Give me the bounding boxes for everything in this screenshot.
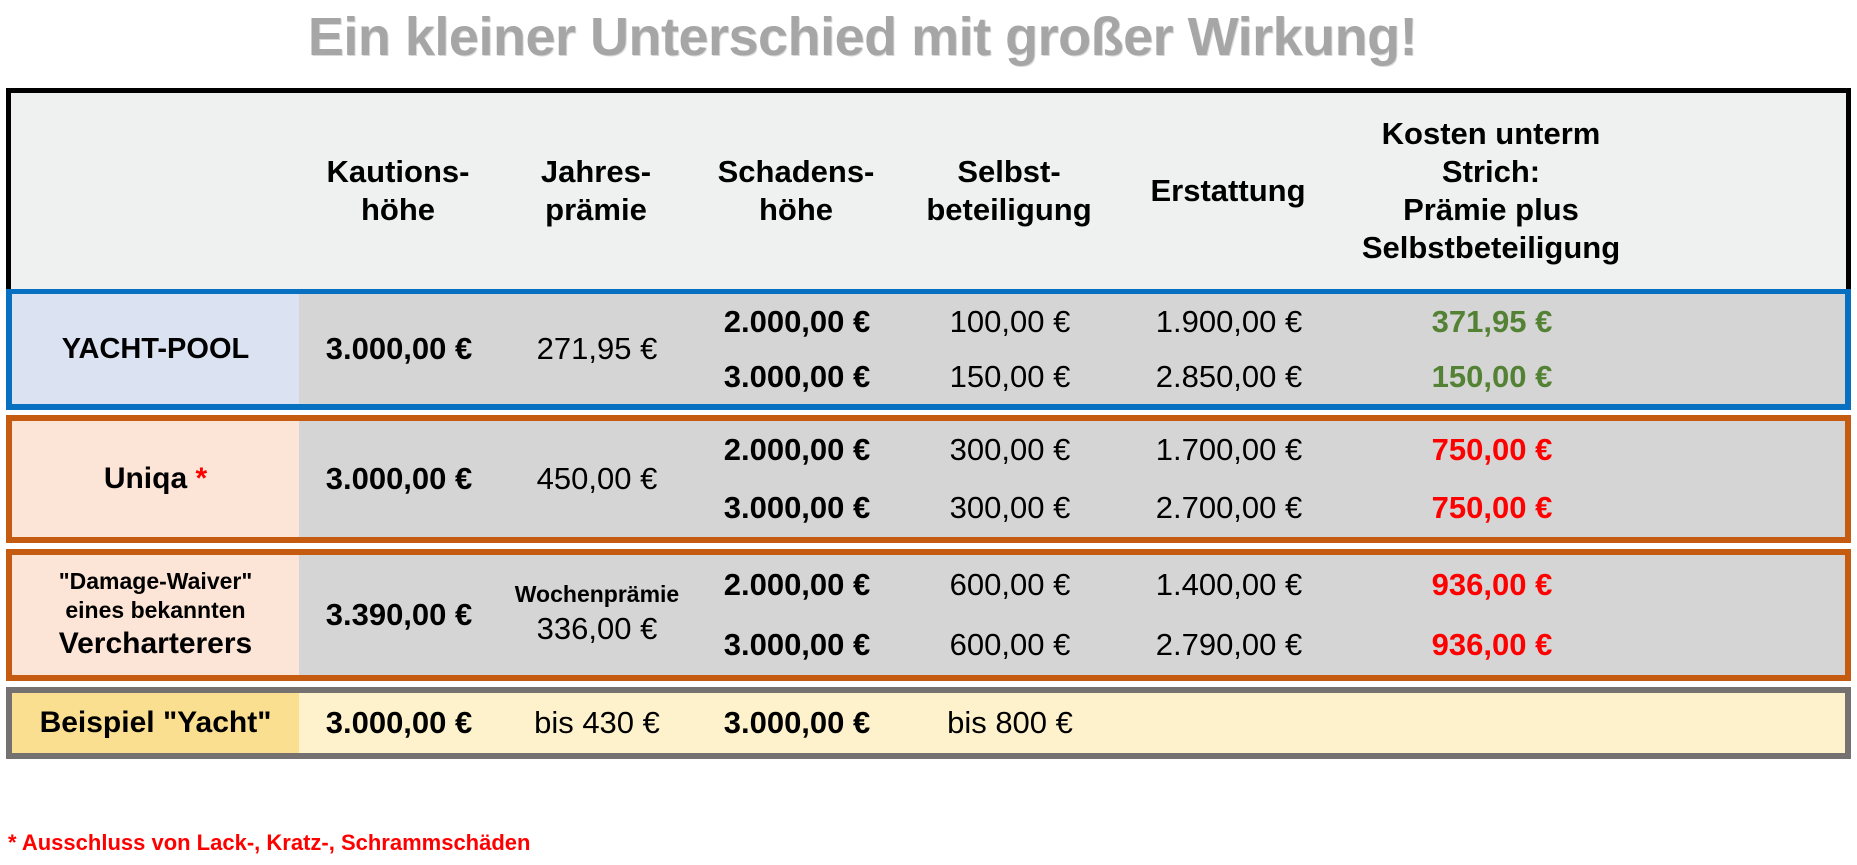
header-kosten-line1: Kosten unterm Strich: xyxy=(1381,116,1601,190)
beispiel-detail-lines: 3.000,00 € bis 430 € 3.000,00 € bis 800 … xyxy=(299,693,1845,753)
damage-waiver-praemie-label: Wochenprämie xyxy=(514,580,680,607)
header-selbstbeteiligung-line1: Selbst- xyxy=(957,154,1061,190)
uniqa-erstattung-2: 2.700,00 € xyxy=(1155,490,1303,525)
uniqa-schadenshoehe-1: 2.000,00 € xyxy=(723,432,871,467)
uniqa-schadenshoehe-2: 3.000,00 € xyxy=(723,490,871,525)
uniqa-kosten-2: 750,00 € xyxy=(1431,490,1553,525)
header-jahrespraemie-line2: prämie xyxy=(545,192,647,227)
uniqa-kautionshoehe-value: 3.000,00 € xyxy=(299,421,499,537)
header-cell-schadenshoehe: Schadens- höhe xyxy=(694,153,898,229)
yacht-schadenshoehe-1: 2.000,00 € xyxy=(723,303,871,339)
page-title-text: Ein kleiner Unterschied mit großer Wirku… xyxy=(307,7,1418,67)
yacht-kosten-1: 371,95 € xyxy=(1431,303,1553,339)
table-row: 3.000,00 € bis 430 € 3.000,00 € bis 800 … xyxy=(299,693,1845,753)
yacht-erstattung-1: 1.900,00 € xyxy=(1155,303,1303,339)
row-group-beispiel-yacht: Beispiel "Yacht" 3.000,00 € bis 430 € 3.… xyxy=(6,687,1851,759)
header-schadenshoehe-line1: Schadens- xyxy=(717,154,875,190)
header-kautionshoehe-line2: höhe xyxy=(360,192,436,227)
damage-waiver-detail-lines: 2.000,00 € 600,00 € 1.400,00 € 936,00 € … xyxy=(695,555,1845,675)
damage-waiver-kautionshoehe-value: 3.390,00 € xyxy=(299,555,499,675)
uniqa-kosten-1: 750,00 € xyxy=(1431,432,1553,467)
beispiel-jahrespraemie: bis 430 € xyxy=(534,705,660,740)
header-selbstbeteiligung-line2: beteiligung xyxy=(926,192,1092,227)
header-cell-selbstbeteiligung: Selbst- beteiligung xyxy=(898,153,1120,229)
yacht-erstattung-2: 2.850,00 € xyxy=(1155,358,1303,394)
table-row: 2.000,00 € 600,00 € 1.400,00 € 936,00 € xyxy=(695,555,1845,615)
uniqa-erstattung-1: 1.700,00 € xyxy=(1155,432,1303,467)
table-row: YACHT-POOL 3.000,00 € 271,95 € 2.000,00 … xyxy=(12,294,1845,404)
yacht-schadenshoehe-2: 3.000,00 € xyxy=(723,358,871,394)
footnote-asterisk: * xyxy=(195,462,208,495)
insurance-comparison-table: Kautions- höhe Jahres- prämie Schadens- … xyxy=(6,88,1851,759)
table-header-block: Kautions- höhe Jahres- prämie Schadens- … xyxy=(6,88,1851,289)
damage-waiver-label-line2: eines bekannten xyxy=(65,596,246,623)
beispiel-kautionshoehe: 3.000,00 € xyxy=(325,705,473,740)
table-row: 2.000,00 € 300,00 € 1.700,00 € 750,00 € xyxy=(695,421,1845,479)
row-group-damage-waiver: "Damage-Waiver" eines bekannten Verchart… xyxy=(6,549,1851,681)
header-cell-jahrespraemie: Jahres- prämie xyxy=(498,153,694,229)
damage-waiver-label-line1: "Damage-Waiver" xyxy=(58,567,253,594)
beispiel-schadenshoehe: 3.000,00 € xyxy=(723,705,871,740)
damage-waiver-praemie-wrap: Wochenprämie 336,00 € xyxy=(515,555,679,675)
uniqa-detail-lines: 2.000,00 € 300,00 € 1.700,00 € 750,00 € … xyxy=(695,421,1845,537)
row-group-yacht-pool: YACHT-POOL 3.000,00 € 271,95 € 2.000,00 … xyxy=(6,289,1851,410)
damage-waiver-label-line3: Vercharterers xyxy=(58,627,253,661)
damage-waiver-selbstbeteiligung-2: 600,00 € xyxy=(949,627,1071,662)
provider-label-damage-waiver: "Damage-Waiver" eines bekannten Verchart… xyxy=(12,555,299,675)
provider-label-yacht-pool: YACHT-POOL xyxy=(12,294,299,404)
provider-label-uniqa-text: Uniqa xyxy=(103,462,188,495)
damage-waiver-schadenshoehe-2: 3.000,00 € xyxy=(723,627,871,662)
table-row: "Damage-Waiver" eines bekannten Verchart… xyxy=(12,555,1845,675)
footnote-text: * Ausschluss von Lack-, Kratz-, Schramms… xyxy=(8,830,531,855)
table-row: Beispiel "Yacht" 3.000,00 € bis 430 € 3.… xyxy=(12,693,1845,753)
table-row: 2.000,00 € 100,00 € 1.900,00 € 371,95 € xyxy=(695,294,1845,349)
header-kautionshoehe-line1: Kautions- xyxy=(326,154,470,190)
yacht-jahrespraemie-value: 271,95 € xyxy=(499,294,695,404)
table-row: 3.000,00 € 300,00 € 2.700,00 € 750,00 € xyxy=(695,479,1845,537)
header-schadenshoehe-line2: höhe xyxy=(758,192,834,227)
uniqa-jahrespraemie-value: 450,00 € xyxy=(499,421,695,537)
table-header-row: Kautions- höhe Jahres- prämie Schadens- … xyxy=(11,93,1846,289)
header-kosten-line2: Prämie plus xyxy=(1403,192,1579,227)
table-row: 3.000,00 € 150,00 € 2.850,00 € 150,00 € xyxy=(695,349,1845,404)
damage-waiver-praemie-cell: Wochenprämie 336,00 € xyxy=(499,555,695,675)
table-row: Uniqa * 3.000,00 € 450,00 € 2.000,00 € 3… xyxy=(12,421,1845,537)
provider-label-uniqa: Uniqa * xyxy=(12,421,299,537)
beispiel-selbstbeteiligung: bis 800 € xyxy=(947,705,1073,740)
damage-waiver-selbstbeteiligung-1: 600,00 € xyxy=(949,567,1071,602)
damage-waiver-erstattung-1: 1.400,00 € xyxy=(1155,567,1303,602)
yacht-selbstbeteiligung-2: 150,00 € xyxy=(949,358,1071,394)
page-title: Ein kleiner Unterschied mit großer Wirku… xyxy=(0,6,1857,68)
uniqa-selbstbeteiligung-1: 300,00 € xyxy=(949,432,1071,467)
yacht-detail-lines: 2.000,00 € 100,00 € 1.900,00 € 371,95 € … xyxy=(695,294,1845,404)
header-cell-erstattung: Erstattung xyxy=(1150,173,1306,209)
header-cell-kautionshoehe: Kautions- höhe xyxy=(298,153,498,229)
yacht-selbstbeteiligung-1: 100,00 € xyxy=(949,303,1071,339)
header-kosten-line3: Selbstbeteiligung xyxy=(1361,229,1621,265)
damage-waiver-erstattung-2: 2.790,00 € xyxy=(1155,627,1303,662)
header-cell-kosten-unterm-strich: Kosten unterm Strich: Prämie plus Selbst… xyxy=(1336,115,1646,266)
yacht-kosten-2: 150,00 € xyxy=(1431,358,1553,394)
row-group-uniqa: Uniqa * 3.000,00 € 450,00 € 2.000,00 € 3… xyxy=(6,415,1851,543)
damage-waiver-kosten-2: 936,00 € xyxy=(1431,627,1553,662)
header-jahrespraemie-line1: Jahres- xyxy=(540,154,652,190)
table-row: 3.000,00 € 600,00 € 2.790,00 € 936,00 € xyxy=(695,615,1845,675)
yacht-kautionshoehe-value: 3.000,00 € xyxy=(299,294,499,404)
damage-waiver-praemie-value: 336,00 € xyxy=(536,611,658,647)
damage-waiver-schadenshoehe-1: 2.000,00 € xyxy=(723,567,871,602)
damage-waiver-kosten-1: 936,00 € xyxy=(1431,567,1553,602)
uniqa-selbstbeteiligung-2: 300,00 € xyxy=(949,490,1071,525)
provider-label-beispiel-yacht: Beispiel "Yacht" xyxy=(12,693,299,753)
